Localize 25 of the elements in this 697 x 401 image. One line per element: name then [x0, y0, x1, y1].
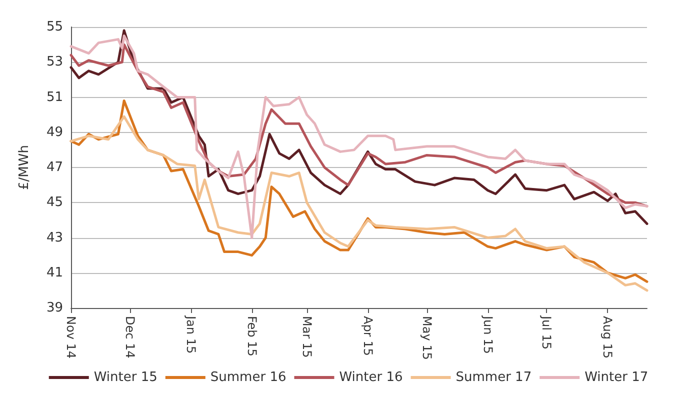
x-tick-label: Jun 15 — [480, 315, 495, 354]
x-tick-label: Jul 15 — [540, 315, 554, 350]
x-tick-label: Jan 15 — [184, 315, 198, 354]
y-tick-label: 49 — [46, 124, 63, 140]
legend-label: Summer 17 — [456, 370, 532, 385]
y-tick-label: 47 — [46, 160, 63, 175]
y-tick-label: 41 — [46, 265, 63, 280]
y-tick-label: 55 — [46, 20, 63, 34]
legend-label: Winter 16 — [339, 370, 403, 385]
x-tick-label: Apr 15 — [360, 316, 375, 356]
y-axis-title: £/MWh — [17, 145, 32, 190]
y-tick-label: 45 — [46, 195, 63, 210]
x-tick-label: Feb 15 — [244, 316, 259, 356]
y-tick-label: 43 — [46, 230, 63, 246]
legend-label: Summer 16 — [210, 370, 286, 385]
y-tick-label: 53 — [46, 54, 63, 70]
legend-label: Winter 17 — [584, 370, 648, 385]
x-tick-label: May 15 — [420, 316, 434, 360]
legend-label: Winter 15 — [94, 370, 158, 385]
x-tick-label: Mar 15 — [300, 316, 314, 358]
y-tick-label: 39 — [46, 300, 63, 316]
x-tick-label: Nov 14 — [64, 316, 78, 359]
y-tick-label: 51 — [46, 90, 63, 105]
x-tick-label: Dec 14 — [122, 316, 137, 358]
x-tick-label: Aug 15 — [600, 316, 615, 359]
